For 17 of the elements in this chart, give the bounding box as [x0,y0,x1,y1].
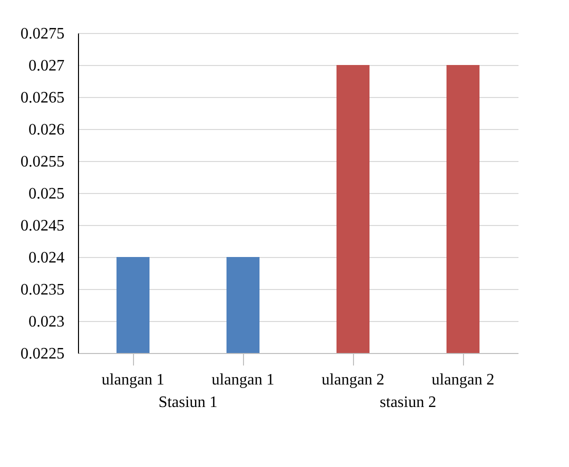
y-tick-label: 0.024 [28,250,64,266]
y-tick-label: 0.025 [28,186,64,202]
x-tick-label: ulangan 2 [432,372,494,388]
y-tick-label: 0.0235 [20,282,64,298]
y-tick-label: 0.026 [28,122,64,138]
y-tick-label: 0.0245 [20,218,64,234]
y-tick-label: 0.023 [28,314,64,330]
x-tick-label: ulangan 1 [102,372,164,388]
text: stasiun 2 [380,394,436,411]
y-tick-label: 0.0255 [20,154,64,170]
x-tick-label: ulangan 1 [212,372,274,388]
x-tick-label: ulangan 2 [322,372,384,388]
text: Stasiun 1 [158,394,218,411]
y-tick-label: 0.027 [28,58,64,74]
y-tick-label: 0.0275 [20,26,64,42]
y-tick-label: 0.0265 [20,90,64,106]
y-tick-label: 0.0225 [20,346,64,362]
